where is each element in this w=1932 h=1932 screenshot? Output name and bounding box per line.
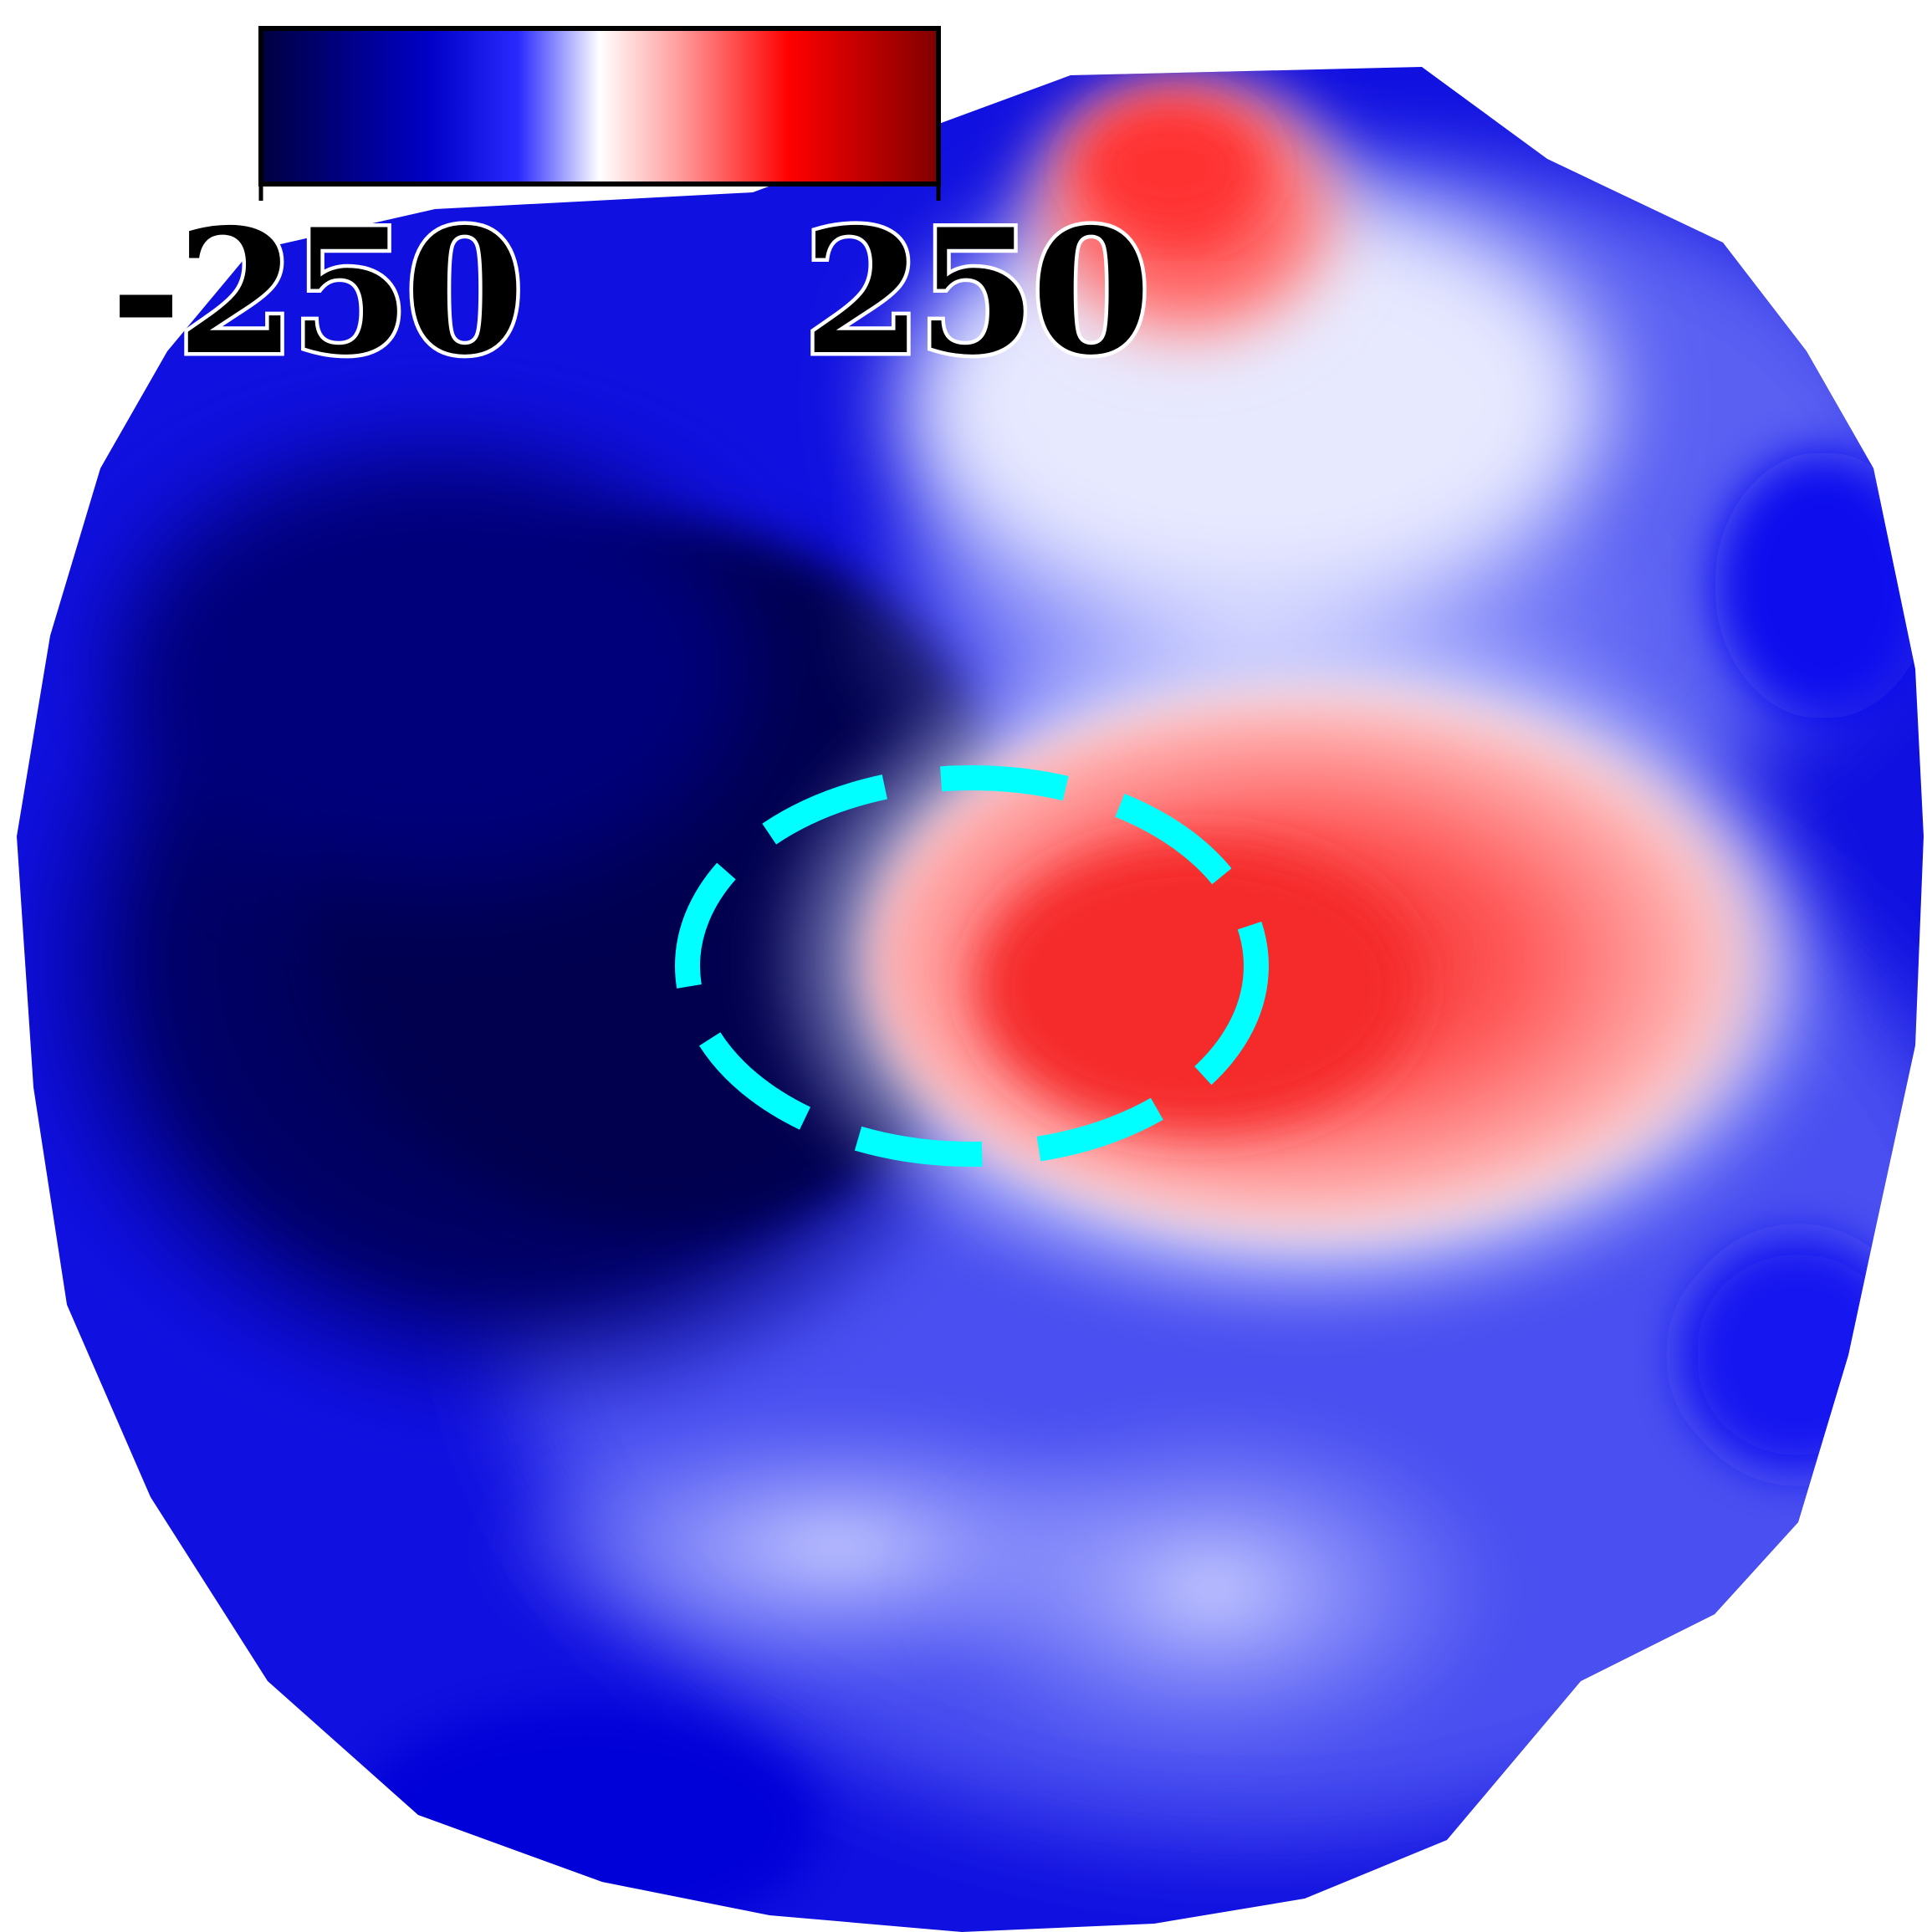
highlight-dashed-ellipse [675, 765, 1269, 1167]
colorbar [258, 26, 941, 201]
colorbar-gradient-bar [258, 26, 941, 187]
colorbar-max-label: 250 [800, 192, 1155, 393]
colorbar-min-label: -250 [106, 192, 528, 393]
